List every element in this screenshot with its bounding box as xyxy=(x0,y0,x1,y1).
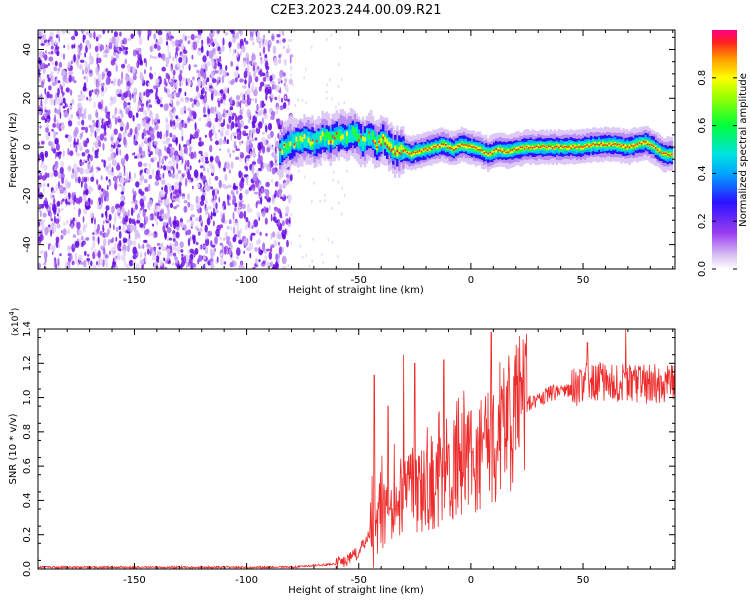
snr-y-tick-label: 1.0 xyxy=(22,390,33,406)
snr-x-tick-label: -100 xyxy=(235,575,258,586)
spectrogram-y-label: Frequency (Hz) xyxy=(8,112,19,188)
colorbar-tick-label: 0.6 xyxy=(697,118,708,134)
snr-x-tick-label: -50 xyxy=(351,575,367,586)
snr-x-tick-label: 0 xyxy=(468,575,474,586)
snr-y-tick-label: 0.4 xyxy=(22,492,33,508)
snr-y-scale: (x104) xyxy=(8,308,21,336)
spectrogram-x-tick-label: -50 xyxy=(351,275,367,286)
spectrogram-panel: -150 -100 -50 0 50 -40 -20 0 20 40 Height of stra… xyxy=(8,29,676,296)
noise-speckles xyxy=(38,30,348,269)
colorbar-label: Normalized spectral amplitude xyxy=(738,73,749,227)
spectrogram-x-tick-label: -150 xyxy=(123,275,146,286)
colorbar-gradient xyxy=(712,30,737,269)
spectrogram-x-tick-label: 50 xyxy=(577,275,590,286)
snr-y-tick-label: 0.8 xyxy=(22,424,33,440)
colorbar-tick-label: 0.2 xyxy=(697,213,708,229)
spectrogram-y-tick-label: 0 xyxy=(22,144,33,150)
spectral-ridge xyxy=(279,107,674,180)
colorbar: 0.0 0.2 0.4 0.6 0.8 Normalized spectral ampl… xyxy=(697,30,749,277)
snr-panel: -150 -100 -50 0 50 0.0 0.2 0.4 0.6 0.8 1.0 1.2 1.4 H… xyxy=(8,308,676,596)
snr-line xyxy=(38,329,675,569)
spectrogram-x-label: Height of straight line (km) xyxy=(288,285,424,296)
spectrogram-x-tick-label: -100 xyxy=(235,275,258,286)
snr-frame xyxy=(37,328,676,570)
snr-y-tick-label: 0.2 xyxy=(22,527,33,543)
spectrogram-y-tick-label: 40 xyxy=(22,43,33,56)
snr-y-tick-label: 0.6 xyxy=(22,458,33,474)
colorbar-tick-label: 0.0 xyxy=(697,261,708,277)
spectrogram-y-tick-label: -40 xyxy=(22,236,33,252)
spectrogram-y-tick-label: 20 xyxy=(22,92,33,105)
snr-x-tick-label: 50 xyxy=(577,575,590,586)
snr-y-tick-label: 0.0 xyxy=(22,561,33,577)
figure-title: C2E3.2023.244.00.09.R21 xyxy=(270,3,441,18)
spectrogram-frame xyxy=(37,29,676,270)
snr-x-tick-label: -150 xyxy=(123,575,146,586)
snr-x-label: Height of straight line (km) xyxy=(288,585,424,596)
snr-y-tick-label: 1.4 xyxy=(22,321,33,337)
colorbar-tick-label: 0.8 xyxy=(697,70,708,86)
colorbar-tick-label: 0.4 xyxy=(697,165,708,181)
snr-y-tick-label: 1.2 xyxy=(22,355,33,371)
spectrogram-x-tick-label: 0 xyxy=(468,275,474,286)
snr-y-label: SNR (10 * v/v) xyxy=(8,413,19,484)
spectrogram-y-tick-label: -20 xyxy=(22,188,33,204)
